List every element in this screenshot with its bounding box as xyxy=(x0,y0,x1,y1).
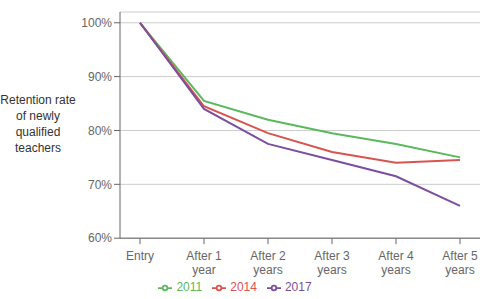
svg-text:After 4years: After 4years xyxy=(378,249,414,277)
svg-text:After 2years: After 2years xyxy=(250,249,286,277)
html-text:2011: 2011 xyxy=(176,280,203,295)
svg-text:After 5years: After 5years xyxy=(442,249,478,277)
svg-text:Entry: Entry xyxy=(126,249,154,263)
svg-text:90%: 90% xyxy=(88,70,112,84)
svg-text:80%: 80% xyxy=(88,124,112,138)
svg-text:70%: 70% xyxy=(88,178,112,192)
svg-text:After 1year: After 1year xyxy=(186,249,222,277)
svg-text:Retention rateof newlyqualifie: Retention rateof newlyqualifiedteachers xyxy=(8,93,76,155)
html-text:2017: 2017 xyxy=(284,280,312,295)
html-text:2014: 2014 xyxy=(230,280,257,295)
svg-text:100%: 100% xyxy=(81,16,112,30)
svg-text:After 3years: After 3years xyxy=(314,249,350,277)
svg-text:60%: 60% xyxy=(88,231,112,245)
